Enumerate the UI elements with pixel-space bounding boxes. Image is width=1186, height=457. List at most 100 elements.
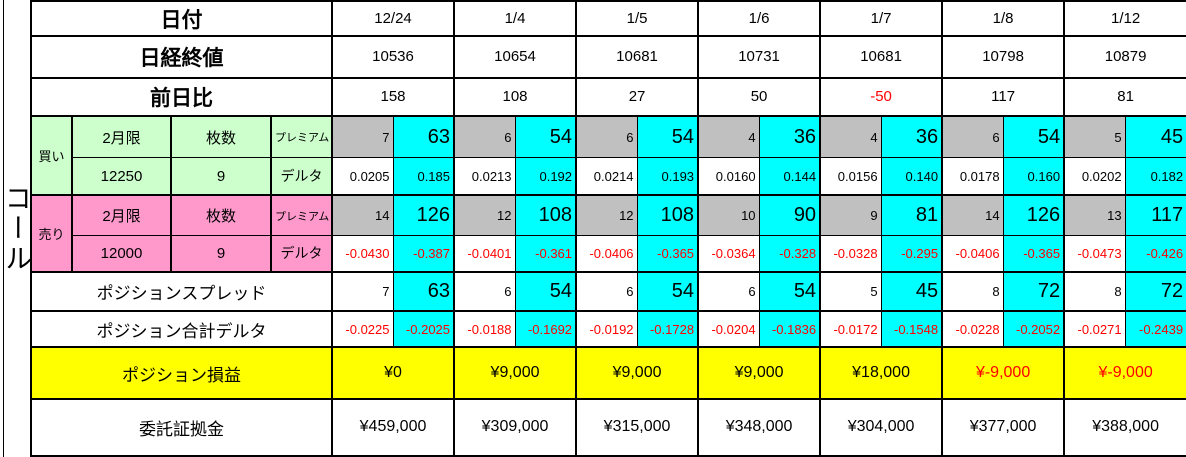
buy-premium-total-cell[interactable]: 36 [758,115,822,159]
sell-delta-total-cell[interactable]: -0.387 [392,235,456,273]
buy-delta-total-cell[interactable]: 0.193 [636,157,700,197]
date-cell[interactable]: 1/7 [819,0,944,38]
position-total-delta-row-label[interactable]: ポジション合計デルタ [30,310,333,349]
buy-lots-header-cell[interactable]: 枚数 [170,115,272,159]
buy-premium-cell[interactable]: 6 [575,115,638,159]
position-delta-total-cell[interactable]: -0.1836 [758,310,822,349]
sell-delta-cell[interactable]: -0.0473 [1063,235,1126,273]
position-delta-total-cell[interactable]: -0.1548 [880,310,944,349]
buy-premium-row-label[interactable]: プレミアム [270,115,333,159]
margin-cell[interactable]: ¥388,000 [1063,397,1186,457]
buy-delta-cell[interactable]: 0.0160 [697,157,760,197]
day-change-cell[interactable]: 108 [453,76,578,118]
buy-delta-total-cell[interactable]: 0.140 [880,157,944,197]
sell-premium-cell[interactable]: 13 [1063,194,1126,237]
position-spread-cell[interactable]: 8 [941,270,1004,313]
sell-delta-total-cell[interactable]: -0.365 [1002,235,1066,273]
position-spread-total-cell[interactable]: 72 [1124,270,1186,313]
margin-cell[interactable]: ¥304,000 [819,397,944,457]
sell-premium-total-cell[interactable]: 117 [1124,194,1186,237]
buy-premium-cell[interactable]: 6 [453,115,516,159]
nikkei-close-cell[interactable]: 10879 [1063,35,1186,79]
sell-delta-cell[interactable]: -0.0401 [453,235,516,273]
buy-delta-cell[interactable]: 0.0205 [331,157,394,197]
margin-row-label[interactable]: 委託証拠金 [30,397,333,457]
date-cell[interactable]: 12/24 [330,0,456,38]
sell-contract-cell[interactable]: 2月限 [71,194,172,237]
sell-delta-cell[interactable]: -0.0430 [331,235,394,273]
sell-premium-cell[interactable]: 14 [941,194,1004,237]
sell-lots-cell[interactable]: 9 [170,235,272,273]
date-cell[interactable]: 1/4 [453,0,578,38]
position-spread-cell[interactable]: 6 [575,270,638,313]
nikkei-close-cell[interactable]: 10681 [575,35,700,79]
margin-cell[interactable]: ¥459,000 [330,397,456,457]
sell-premium-cell[interactable]: 14 [331,194,394,237]
buy-premium-total-cell[interactable]: 36 [880,115,944,159]
buy-contract-cell[interactable]: 2月限 [71,115,172,159]
buy-delta-cell[interactable]: 0.0202 [1063,157,1126,197]
position-delta-total-cell[interactable]: -0.2052 [1002,310,1066,349]
buy-delta-total-cell[interactable]: 0.185 [392,157,456,197]
date-cell[interactable]: 1/5 [575,0,700,38]
day-change-cell[interactable]: 27 [575,76,700,118]
day-change-cell[interactable]: -50 [819,76,944,118]
sell-lots-header-cell[interactable]: 枚数 [170,194,272,237]
position-pnl-cell[interactable]: ¥9,000 [453,346,578,400]
nikkei-close-cell[interactable]: 10536 [330,35,456,79]
sell-premium-cell[interactable]: 10 [697,194,760,237]
position-delta-cell[interactable]: -0.0271 [1063,310,1126,349]
position-delta-total-cell[interactable]: -0.2025 [392,310,456,349]
buy-delta-total-cell[interactable]: 0.182 [1124,157,1186,197]
buy-delta-total-cell[interactable]: 0.192 [514,157,578,197]
day-change-cell[interactable]: 81 [1063,76,1186,118]
margin-cell[interactable]: ¥309,000 [453,397,578,457]
position-delta-cell[interactable]: -0.0204 [697,310,760,349]
nikkei-close-cell[interactable]: 10798 [941,35,1066,79]
position-spread-cell[interactable]: 7 [331,270,394,313]
position-pnl-row-label[interactable]: ポジション損益 [30,346,333,400]
buy-premium-total-cell[interactable]: 54 [514,115,578,159]
buy-premium-cell[interactable]: 4 [819,115,882,159]
position-delta-cell[interactable]: -0.0188 [453,310,516,349]
buy-delta-total-cell[interactable]: 0.160 [1002,157,1066,197]
margin-cell[interactable]: ¥348,000 [697,397,822,457]
sell-delta-total-cell[interactable]: -0.328 [758,235,822,273]
position-delta-cell[interactable]: -0.0225 [331,310,394,349]
sell-premium-total-cell[interactable]: 108 [636,194,700,237]
sell-premium-total-cell[interactable]: 90 [758,194,822,237]
sell-premium-total-cell[interactable]: 126 [1002,194,1066,237]
position-pnl-cell[interactable]: ¥18,000 [819,346,944,400]
position-spread-cell[interactable]: 8 [1063,270,1126,313]
position-delta-cell[interactable]: -0.0192 [575,310,638,349]
position-delta-cell[interactable]: -0.0228 [941,310,1004,349]
position-pnl-cell[interactable]: ¥-9,000 [941,346,1066,400]
buy-delta-cell[interactable]: 0.0213 [453,157,516,197]
position-spread-row-label[interactable]: ポジションスプレッド [30,270,333,313]
position-pnl-cell[interactable]: ¥9,000 [575,346,700,400]
sell-side-label[interactable]: 売り [30,194,73,273]
buy-strike-cell[interactable]: 12250 [71,157,172,197]
date-cell[interactable]: 1/12 [1063,0,1186,38]
position-delta-cell[interactable]: -0.0172 [819,310,882,349]
sell-delta-cell[interactable]: -0.0364 [697,235,760,273]
position-delta-total-cell[interactable]: -0.1728 [636,310,700,349]
sell-delta-total-cell[interactable]: -0.426 [1124,235,1186,273]
date-row-label[interactable]: 日付 [30,0,333,38]
buy-premium-cell[interactable]: 5 [1063,115,1126,159]
sell-premium-total-cell[interactable]: 81 [880,194,944,237]
day-change-cell[interactable]: 50 [697,76,822,118]
position-spread-total-cell[interactable]: 72 [1002,270,1066,313]
position-spread-cell[interactable]: 6 [453,270,516,313]
buy-premium-total-cell[interactable]: 54 [636,115,700,159]
date-cell[interactable]: 1/6 [697,0,822,38]
sell-delta-row-label[interactable]: デルタ [270,235,333,273]
position-spread-total-cell[interactable]: 54 [758,270,822,313]
buy-premium-total-cell[interactable]: 54 [1002,115,1066,159]
sell-strike-cell[interactable]: 12000 [71,235,172,273]
buy-premium-cell[interactable]: 4 [697,115,760,159]
position-pnl-cell[interactable]: ¥0 [330,346,456,400]
buy-premium-cell[interactable]: 7 [331,115,394,159]
buy-delta-cell[interactable]: 0.0156 [819,157,882,197]
position-spread-total-cell[interactable]: 54 [514,270,578,313]
